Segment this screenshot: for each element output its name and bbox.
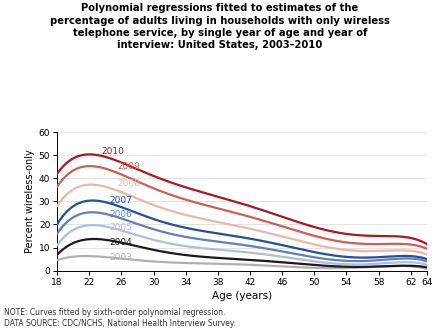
Text: 2005: 2005	[110, 223, 132, 232]
Text: Polynomial regressions fitted to estimates of the
percentage of adults living in: Polynomial regressions fitted to estimat…	[50, 3, 390, 50]
Text: 2004: 2004	[110, 238, 132, 248]
Y-axis label: Percent wireless-only: Percent wireless-only	[25, 149, 35, 253]
Text: 2009: 2009	[117, 162, 140, 171]
X-axis label: Age (years): Age (years)	[212, 291, 272, 301]
Text: 2006: 2006	[110, 210, 132, 218]
Text: 2010: 2010	[101, 147, 124, 156]
Text: 2007: 2007	[110, 196, 132, 205]
Text: 2008: 2008	[117, 180, 140, 188]
Text: 2003: 2003	[110, 253, 132, 262]
Text: NOTE: Curves fitted by sixth-order polynomial regression.
DATA SOURCE: CDC/NCHS,: NOTE: Curves fitted by sixth-order polyn…	[4, 308, 236, 328]
